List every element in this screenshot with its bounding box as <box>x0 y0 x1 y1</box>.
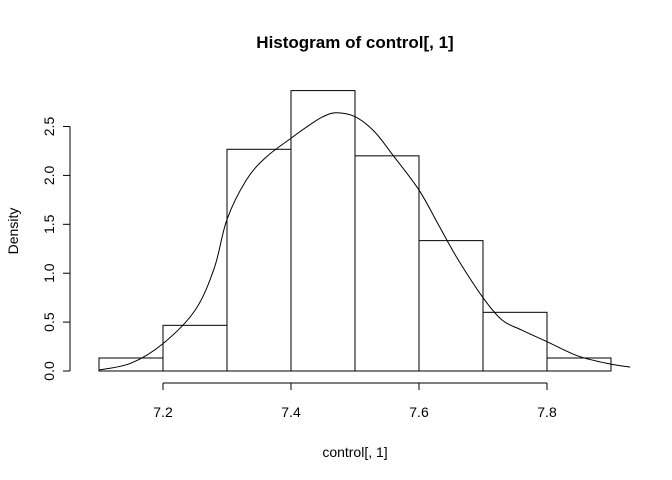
chart-title: Histogram of control[, 1] <box>256 33 453 52</box>
histogram-bar <box>226 148 292 372</box>
histogram-bar <box>98 357 164 372</box>
y-axis-label: Density <box>5 208 21 255</box>
histogram-bar <box>546 357 612 372</box>
histogram-bars <box>98 90 612 372</box>
y-tick-label: 0.0 <box>41 361 57 381</box>
x-tick-label: 7.4 <box>281 404 301 420</box>
y-tick-label: 0.5 <box>41 312 57 332</box>
x-axis: 7.2 7.4 7.6 7.8 <box>153 382 557 420</box>
x-tick-label: 7.8 <box>537 404 557 420</box>
x-axis-label: control[, 1] <box>322 444 387 460</box>
x-tick-label: 7.2 <box>153 404 173 420</box>
y-axis: 0.0 0.5 1.0 1.5 2.0 2.5 <box>41 117 71 381</box>
y-tick-label: 2.5 <box>41 117 57 137</box>
y-tick-label: 1.0 <box>41 263 57 283</box>
histogram-bar <box>354 155 420 372</box>
y-tick-label: 2.0 <box>41 165 57 185</box>
histogram-bar <box>482 311 548 372</box>
density-curve <box>98 112 631 371</box>
y-tick-label: 1.5 <box>41 214 57 234</box>
histogram-bar <box>418 240 484 372</box>
x-tick-label: 7.6 <box>409 404 429 420</box>
histogram-bar <box>290 90 356 372</box>
histogram-bar <box>162 324 228 372</box>
